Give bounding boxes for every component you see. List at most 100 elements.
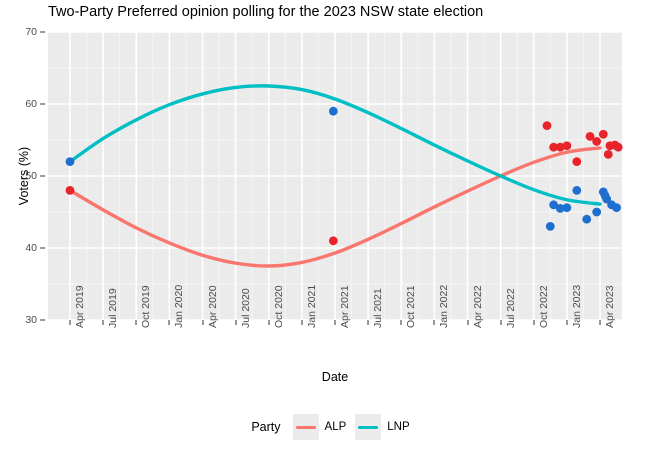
poll-point-alp [555, 142, 565, 152]
x-axis-tick-label: Oct 2022 [537, 285, 550, 328]
legend-line-glyph [358, 425, 379, 429]
legend-key-swatch [292, 414, 319, 440]
x-axis-tick-mark [533, 320, 535, 325]
y-axis-tick-mark [40, 31, 45, 33]
poll-point-alp [585, 132, 595, 141]
x-axis-tick-label: Apr 2021 [339, 285, 351, 328]
x-axis-tick-holder: Jan 2021 [306, 285, 318, 329]
x-axis-tick-label: Apr 2019 [74, 285, 86, 328]
poll-point-lnp [612, 203, 621, 213]
x-axis-tick-label: Apr 2022 [471, 285, 484, 328]
x-axis-tick-holder: Apr 2021 [339, 285, 351, 329]
y-axis-tick-label: 50 [25, 170, 37, 182]
y-axis-tick-mark [40, 175, 45, 177]
x-axis-tick-holder: Oct 2020 [273, 285, 285, 329]
page-title: Two-Party Preferred opinion polling for … [48, 4, 484, 20]
x-axis-tick-holder: Apr 2020 [207, 285, 219, 329]
x-axis-tick-label: Jan 2020 [173, 284, 186, 328]
x-axis-tick-holder: Apr 2019 [74, 285, 86, 329]
x-axis-tick-mark [69, 320, 71, 325]
x-axis-tick-mark [467, 320, 468, 325]
x-axis-tick-mark [367, 320, 369, 325]
poll-point-alp [598, 129, 608, 139]
legend-key-swatch [355, 414, 382, 440]
x-axis-tick-label: Jul 2020 [239, 288, 252, 328]
x-axis-tick-holder: Jul 2021 [372, 288, 384, 329]
x-axis-tick-holder: Apr 2022 [472, 285, 484, 329]
x-axis-tick-mark [235, 320, 237, 325]
x-axis-tick-mark [202, 320, 203, 325]
x-axis-tick-mark [334, 320, 336, 325]
x-axis-tick-holder: Jul 2020 [240, 288, 252, 329]
poll-point-alp [328, 236, 338, 246]
poll-point-alp [603, 150, 613, 159]
x-axis-tick-holder: Jul 2022 [505, 288, 517, 329]
trend-line-alp [68, 146, 602, 268]
x-axis-tick-label: Apr 2020 [206, 285, 219, 328]
poll-point-alp [542, 121, 552, 130]
poll-point-alp [613, 142, 623, 152]
y-axis-tick-label: 40 [25, 242, 37, 254]
legend-label: ALP [324, 421, 347, 433]
x-axis: Apr 2019 Jul 2019 Oct 2019 Jan 2020 Apr 2020… [48, 285, 622, 390]
poll-point-lnp [65, 157, 75, 166]
y-axis-tick-label: 30 [25, 314, 37, 326]
plot-panel [48, 32, 623, 320]
poll-point-lnp [562, 203, 572, 213]
x-axis-tick-holder: Jan 2022 [438, 285, 450, 329]
y-axis-tick-mark [40, 247, 45, 249]
x-axis-tick-holder: Oct 2021 [405, 285, 417, 329]
legend-title: Party [251, 420, 281, 434]
x-axis-tick-mark [599, 320, 601, 325]
poll-point-alp [549, 142, 559, 152]
x-axis-tick-mark [102, 320, 104, 325]
y-axis-tick-mark [40, 319, 45, 321]
y-axis-tick-mark [40, 103, 45, 105]
poll-point-lnp [555, 204, 565, 213]
x-axis-tick-label: Jan 2021 [305, 284, 318, 328]
x-axis-tick-holder: Apr 2023 [604, 285, 616, 329]
legend-line-glyph [295, 425, 316, 429]
x-axis-tick-label: Oct 2020 [272, 285, 285, 328]
grid-lines [48, 32, 622, 320]
x-axis-tick-label: Apr 2023 [604, 285, 616, 328]
poll-point-lnp [572, 186, 582, 195]
poll-point-alp [562, 141, 572, 151]
x-axis-tick-holder: Jan 2023 [571, 285, 583, 329]
x-axis-tick-holder: Oct 2019 [140, 285, 152, 329]
x-axis-tick-label: Jul 2019 [107, 288, 120, 328]
legend-label: LNP [387, 421, 410, 433]
x-axis-tick-mark [433, 320, 435, 325]
x-axis-tick-label: Jul 2021 [372, 288, 385, 328]
poll-point-lnp [545, 222, 555, 231]
y-axis-tick-label: 70 [25, 26, 37, 38]
poll-point-alp [592, 137, 602, 146]
poll-point-lnp [549, 200, 559, 210]
x-axis-tick-label: Jan 2022 [438, 284, 451, 328]
x-axis-tick-mark [268, 320, 270, 325]
poll-point-lnp [592, 207, 602, 217]
poll-point-alp [572, 157, 582, 166]
legend: Party ALP LNP [0, 410, 661, 444]
poll-point-lnp [582, 214, 592, 224]
x-axis-title: Date [321, 370, 349, 384]
x-axis-tick-mark [566, 320, 568, 325]
x-axis-tick-holder: Jul 2019 [107, 288, 119, 329]
x-axis-tick-mark [400, 320, 402, 325]
x-axis-tick-mark [135, 320, 137, 325]
x-axis-tick-mark [168, 320, 170, 325]
data-layer [65, 84, 623, 268]
y-axis: 30 40 50 60 70 [0, 26, 48, 326]
poll-point-lnp [602, 194, 612, 204]
legend-item-lnp[interactable]: LNP [355, 414, 410, 440]
x-axis-tick-holder: Oct 2022 [538, 285, 550, 329]
x-axis-tick-label: Jul 2022 [504, 288, 517, 328]
legend-item-alp[interactable]: ALP [292, 414, 347, 440]
x-axis-tick-label: Jan 2023 [570, 284, 583, 328]
poll-point-alp [65, 186, 75, 195]
x-axis-tick-holder: Jan 2020 [173, 285, 185, 329]
poll-point-lnp [328, 106, 338, 116]
x-axis-tick-mark [500, 320, 502, 325]
y-axis-tick-label: 60 [25, 98, 37, 110]
